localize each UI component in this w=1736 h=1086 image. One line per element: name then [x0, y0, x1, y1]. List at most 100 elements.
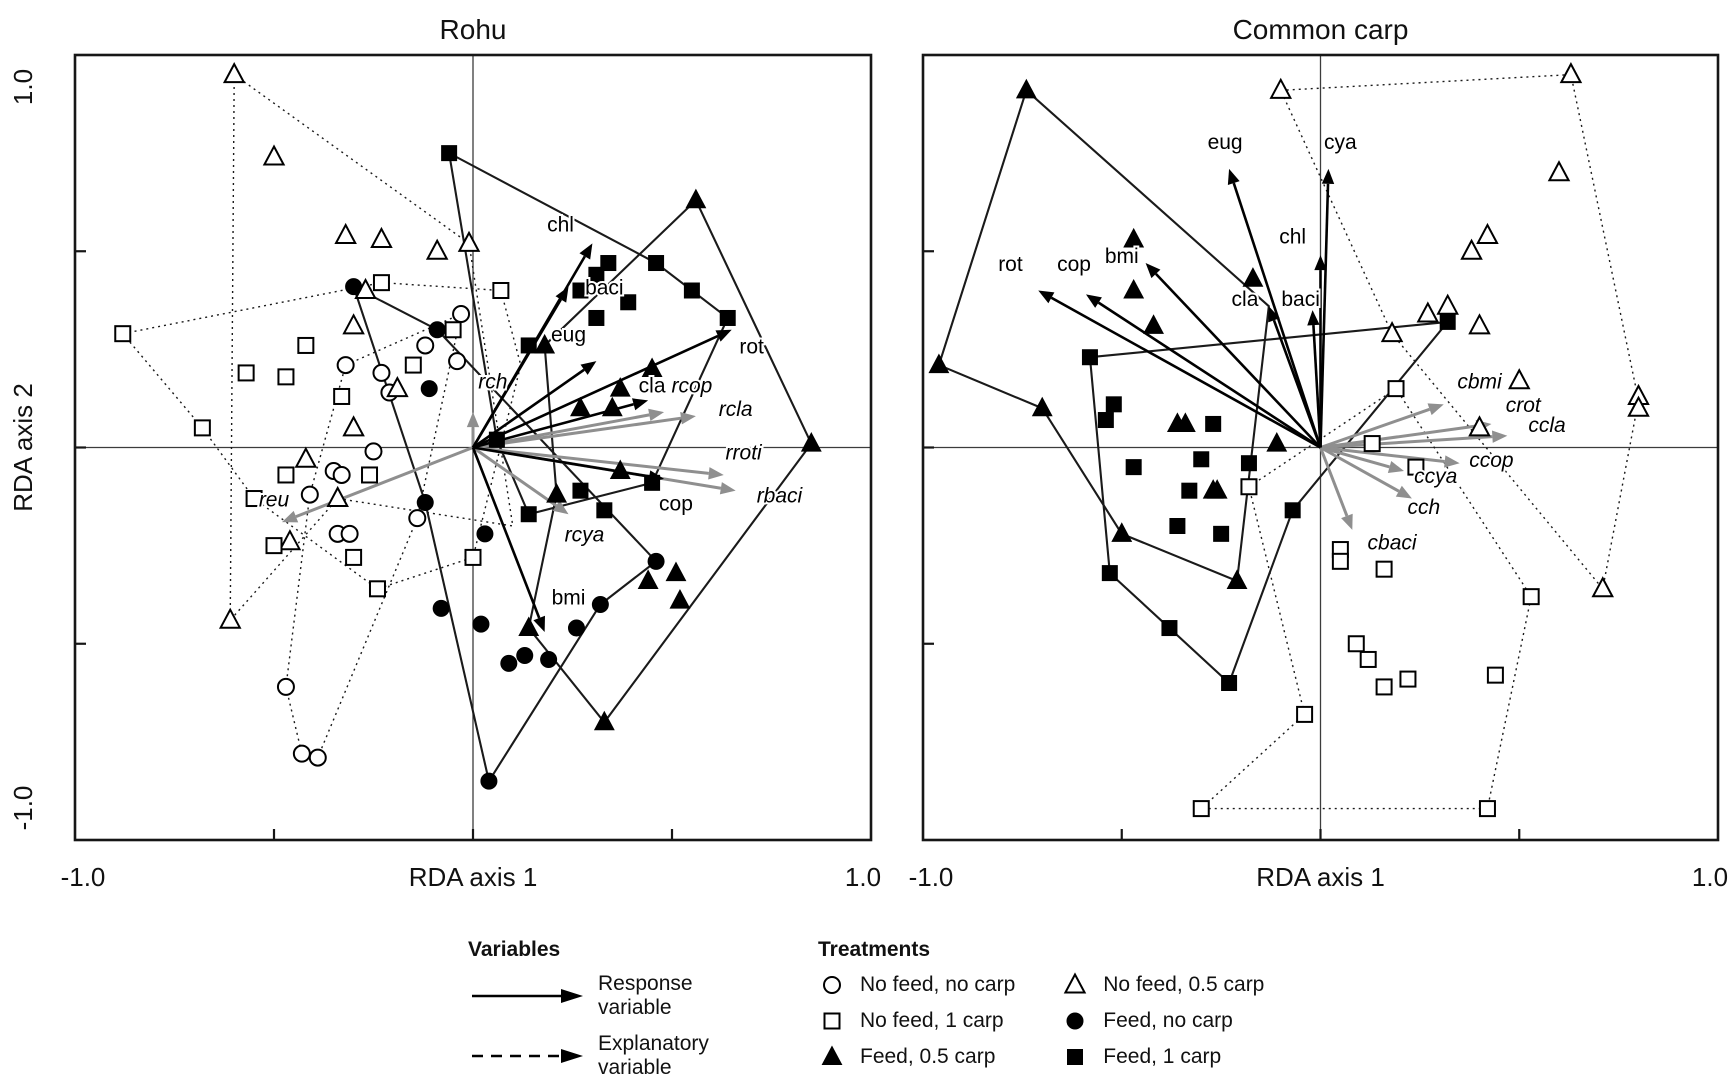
open-square-marker: [193, 419, 211, 437]
x-axis-title: RDA axis 1: [1256, 862, 1385, 892]
filled-triangle-marker: [1123, 278, 1145, 299]
legend-item-feed-1-carp: Feed, 1 carp: [1061, 1044, 1264, 1070]
open-triangle-marker: [1476, 222, 1499, 245]
filled-triangle-legend-glyph: [821, 1045, 843, 1065]
explanatory-arrow-label-rch: rch: [478, 371, 507, 394]
explanatory-arrow-label-rbaci: rbaci: [757, 484, 804, 507]
open-circle-marker: [276, 677, 295, 696]
x-axis-max-label: 1.0: [1692, 862, 1728, 892]
filled-square-marker: [1221, 675, 1238, 691]
response-arrow-label-bmi: bmi: [1105, 245, 1139, 268]
open-triangle-marker: [1547, 160, 1571, 182]
open-square-marker: [297, 336, 315, 354]
filled-circle-marker: [540, 650, 558, 668]
open-triangle-marker: [1468, 415, 1491, 437]
open-square-marker: [1296, 705, 1314, 723]
scatter-points-filled-square: [1081, 313, 1456, 691]
response-arrow-label-baci: baci: [585, 276, 624, 299]
legend-item-feed-no-carp: Feed, no carp: [1061, 1008, 1264, 1034]
scatter-points-filled-triangle: [518, 188, 822, 731]
filled-circle-icon: [1061, 1008, 1089, 1034]
filled-square-marker: [596, 502, 613, 519]
hull-feed_1_carp-solid: [1088, 320, 1451, 685]
filled-square-marker: [719, 309, 736, 326]
filled-circle-marker: [567, 619, 585, 637]
filled-triangle-marker: [1111, 522, 1133, 542]
filled-triangle-marker: [609, 459, 631, 480]
legend-item-no-feed-no-carp: No feed, no carp: [818, 972, 1015, 998]
legend-item-label: Feed, 1 carp: [1103, 1045, 1222, 1068]
explanatory-arrow-ccya: [1320, 446, 1404, 473]
filled-square-marker: [1284, 502, 1301, 519]
response-arrow-bmi: [471, 447, 545, 632]
open-square-marker: [265, 537, 283, 555]
open-circle-marker: [452, 305, 471, 324]
filled-triangle-marker: [669, 589, 691, 609]
explanatory-arrow-rroti: [472, 446, 724, 480]
open-square-marker: [361, 466, 379, 484]
response-arrow-label-eug: eug: [551, 324, 586, 347]
filled-triangle-marker: [1143, 314, 1164, 334]
filled-triangle-marker: [1226, 569, 1248, 589]
filled-square-marker: [1169, 518, 1186, 534]
filled-triangle-marker: [518, 616, 540, 637]
open-square-marker: [1387, 380, 1405, 398]
open-square-marker: [372, 274, 390, 292]
open-circle-marker: [292, 744, 311, 763]
response-arrow-baci: [1307, 310, 1322, 448]
open-triangle-marker: [1507, 368, 1531, 390]
explanatory-arrow-label-rcop: rcop: [671, 375, 712, 398]
y-axis-max-label: 1.0: [8, 69, 38, 105]
open-square-marker: [368, 580, 386, 598]
open-triangle-marker: [457, 230, 481, 252]
response-arrow-label-bmi: bmi: [552, 587, 586, 610]
scatter-points-filled-square: [441, 145, 736, 523]
scatter-points-open-circle: [276, 305, 471, 767]
response-arrow-bmi: [1145, 263, 1322, 449]
legend-item-feed-05-carp: Feed, 0.5 carp: [818, 1044, 1015, 1070]
open-square-marker: [1331, 552, 1349, 570]
explanatory-arrow-reu: [281, 446, 474, 523]
filled-triangle-marker: [570, 396, 591, 417]
legend-item-label: No feed, 0.5 carp: [1103, 973, 1265, 996]
filled-square-marker: [1181, 482, 1198, 499]
explanatory-arrow-label-ccya: ccya: [1414, 465, 1457, 488]
open-circle-marker: [408, 509, 427, 528]
filled-triangle-marker: [534, 333, 556, 354]
scatter-points-filled-triangle: [928, 78, 1288, 589]
open-square-marker: [333, 387, 351, 405]
open-triangle-marker: [342, 415, 365, 437]
filled-triangle-marker: [1123, 227, 1145, 248]
scatter-points-open-square: [114, 274, 510, 598]
open-triangle-marker: [218, 607, 242, 629]
legend-treatments: Treatments No feed, no carp No feed, 0.5…: [818, 938, 1264, 1070]
open-square-marker: [464, 548, 482, 566]
open-triangle-marker: [370, 226, 393, 248]
filled-circle-marker: [591, 596, 609, 613]
open-triangle-marker: [1627, 395, 1650, 417]
x-axis-title: RDA axis 1: [409, 862, 538, 892]
filled-square-marker: [1161, 620, 1178, 637]
filled-circle-legend-glyph: [1066, 1012, 1084, 1030]
filled-square-marker: [572, 482, 589, 499]
filled-square-icon: [1061, 1044, 1089, 1070]
explanatory-arrow-label-rcla: rcla: [719, 398, 753, 421]
response-arrow-chl: [1314, 255, 1327, 448]
open-circle-marker: [416, 336, 435, 355]
open-square-marker: [1375, 560, 1393, 578]
legend-treatments-title: Treatments: [818, 938, 931, 961]
filled-square-marker: [1193, 451, 1210, 468]
open-square-marker: [277, 368, 295, 386]
open-circle-marker: [372, 363, 391, 382]
filled-triangle-marker: [641, 357, 663, 377]
open-square-marker: [1240, 478, 1258, 496]
response-arrow-baci: [471, 286, 569, 449]
response-arrow-label-baci: baci: [1281, 288, 1320, 311]
open-square-marker: [1375, 678, 1393, 696]
filled-circle-marker: [480, 772, 498, 790]
explanatory-arrow-label-reu: reu: [259, 488, 290, 511]
filled-circle-marker: [428, 321, 446, 339]
hull-no_feed_no_carp-dotted: [285, 312, 463, 759]
open-triangle-marker: [222, 61, 246, 84]
